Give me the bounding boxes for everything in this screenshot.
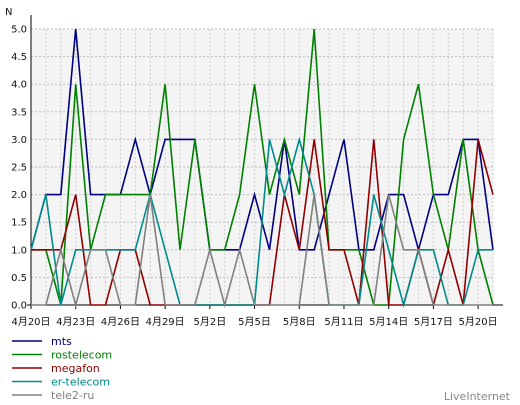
x-tick-label: 5月5日: [238, 316, 271, 328]
y-tick-label: 5.0: [11, 25, 27, 36]
x-tick-label: 5月20日: [459, 316, 498, 328]
credit-label: LiveInternet: [444, 390, 511, 403]
y-tick-label: 2.0: [11, 190, 27, 201]
series-line-er-telecom: [30, 136, 493, 309]
series-lines: [30, 28, 494, 309]
y-tick-label: 3.0: [11, 135, 27, 146]
x-tick-label: 5月17日: [414, 316, 453, 328]
legend-label-megafon: megafon: [51, 362, 100, 375]
legend-label-er-telecom: er-telecom: [51, 376, 110, 389]
x-tick-label: 4月29日: [146, 316, 185, 328]
y-tick-label: 1.5: [11, 218, 27, 229]
x-tick-label: 5月14日: [369, 316, 408, 328]
x-tick-label: 5月8日: [283, 316, 316, 328]
x-tick-label: 5月2日: [193, 316, 226, 328]
legend-label-mts: mts: [51, 335, 72, 348]
y-tick-label: 0.0: [11, 301, 27, 312]
series-line-tele2-ru: [31, 194, 493, 309]
legend-label-tele2-ru: tele2-ru: [51, 389, 94, 402]
x-tick-label: 4月20日: [11, 316, 50, 328]
x-tick-label: 5月11日: [324, 316, 363, 328]
y-tick-label: 1.0: [11, 245, 27, 256]
y-tick-label: 3.5: [11, 107, 27, 118]
y-tick-label: 4.5: [11, 52, 27, 63]
legend-label-rostelecom: rostelecom: [51, 349, 112, 362]
y-tick-label: 4.0: [11, 80, 27, 91]
y-tick-label: 2.5: [11, 163, 27, 174]
x-axis: 4月20日 4月23日 4月26日 4月29日 5月2日 5月5日 5月8日 5月11日 5月1…: [11, 304, 503, 328]
y-axis: 0.0 0.5 1.0 1.5 2.0 2.5 3.0 3.5 4.0 4.5 5.0: [11, 15, 32, 312]
x-tick-label: 4月26日: [101, 316, 140, 328]
y-tick-label: 0.5: [11, 273, 27, 284]
x-tick-label: 4月23日: [56, 316, 95, 328]
y-axis-unit-label: N: [5, 7, 12, 18]
series-line-rostelecom: [31, 28, 494, 306]
